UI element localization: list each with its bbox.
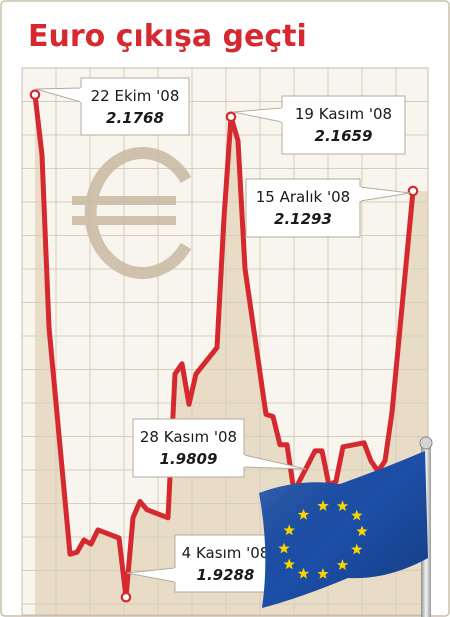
callout: 15 Aralık '08 2.1293 bbox=[245, 178, 411, 238]
chart-title: Euro çıkışa geçti bbox=[28, 19, 307, 54]
annotated-point bbox=[120, 591, 132, 603]
callout: 22 Ekim '08 2.1768 bbox=[35, 77, 190, 136]
callout-date: 19 Kasım '08 bbox=[295, 105, 392, 123]
callout-box bbox=[80, 77, 190, 136]
series-layer bbox=[32, 92, 416, 600]
callout: 4 Kasım '08 1.9288 bbox=[126, 534, 277, 593]
callout-value: 2.1293 bbox=[274, 210, 332, 228]
flag-star bbox=[317, 568, 329, 579]
annotated-point bbox=[225, 111, 237, 123]
callout-box bbox=[281, 95, 406, 155]
callout-date: 28 Kasım '08 bbox=[140, 428, 237, 446]
annotated-point bbox=[407, 185, 419, 197]
flag-star bbox=[351, 509, 363, 521]
flag-star bbox=[297, 567, 310, 579]
callout-box bbox=[132, 418, 245, 478]
callout-value: 2.1659 bbox=[315, 127, 373, 145]
callout-layer: 22 Ekim '08 2.1768 19 Kasım '08 2.1659 15 Ar… bbox=[29, 77, 419, 603]
flag-star bbox=[283, 558, 295, 570]
callout: 19 Kasım '08 2.1659 bbox=[232, 95, 406, 155]
annotated-point bbox=[29, 89, 41, 100]
flag-star bbox=[336, 559, 349, 571]
callout: 28 Kasım '08 1.9809 bbox=[132, 418, 307, 478]
callout-date: 4 Kasım '08 bbox=[182, 544, 270, 562]
euro-symbol-icon bbox=[72, 147, 192, 279]
callout-box bbox=[245, 178, 361, 238]
callout-value: 1.9809 bbox=[160, 450, 218, 468]
flag-star bbox=[336, 500, 349, 512]
flag-star bbox=[356, 525, 368, 537]
flag-star bbox=[283, 524, 295, 536]
flag-star bbox=[351, 543, 363, 555]
eu-flag-icon bbox=[259, 436, 433, 617]
flag-star bbox=[297, 508, 310, 520]
callout-value: 2.1768 bbox=[106, 109, 164, 127]
flag-star bbox=[278, 542, 290, 554]
flag-star bbox=[317, 500, 329, 511]
callout-value: 1.9288 bbox=[197, 566, 255, 584]
callout-date: 15 Aralık '08 bbox=[256, 188, 350, 206]
callout-date: 22 Ekim '08 bbox=[91, 87, 180, 105]
series-line bbox=[32, 92, 416, 600]
plot-border bbox=[21, 67, 429, 616]
callout-box bbox=[174, 534, 277, 593]
